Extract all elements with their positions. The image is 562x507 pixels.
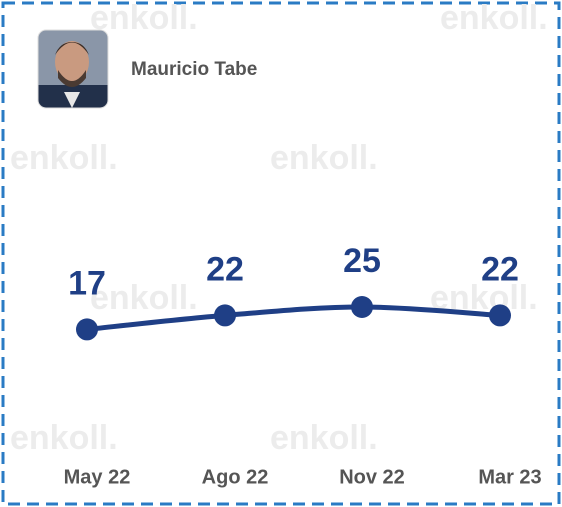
point bbox=[214, 304, 236, 327]
watermark: enkoll. bbox=[440, 0, 548, 37]
data-label: 22 bbox=[206, 250, 244, 288]
watermark: enkoll. bbox=[270, 139, 378, 177]
person-name: Mauricio Tabe bbox=[131, 59, 257, 80]
x-tick-label: Mar 23 bbox=[478, 466, 541, 488]
point bbox=[351, 296, 373, 318]
point bbox=[76, 318, 98, 341]
watermark: enkoll. bbox=[10, 419, 118, 457]
avatar-border bbox=[37, 29, 109, 109]
x-tick-label: Ago 22 bbox=[202, 466, 269, 488]
watermark: enkoll. bbox=[10, 139, 118, 177]
avatar bbox=[38, 30, 108, 108]
x-tick-label: Nov 22 bbox=[339, 466, 405, 488]
line bbox=[84, 304, 503, 332]
data-label: 22 bbox=[481, 250, 519, 288]
x-tick-label: May 22 bbox=[64, 466, 131, 488]
point bbox=[489, 304, 511, 327]
data-label: 17 bbox=[68, 264, 106, 302]
watermark: enkoll. bbox=[90, 279, 198, 317]
watermark: enkoll. bbox=[90, 0, 198, 37]
watermark: enkoll. bbox=[270, 419, 378, 457]
data-label: 25 bbox=[343, 242, 381, 280]
